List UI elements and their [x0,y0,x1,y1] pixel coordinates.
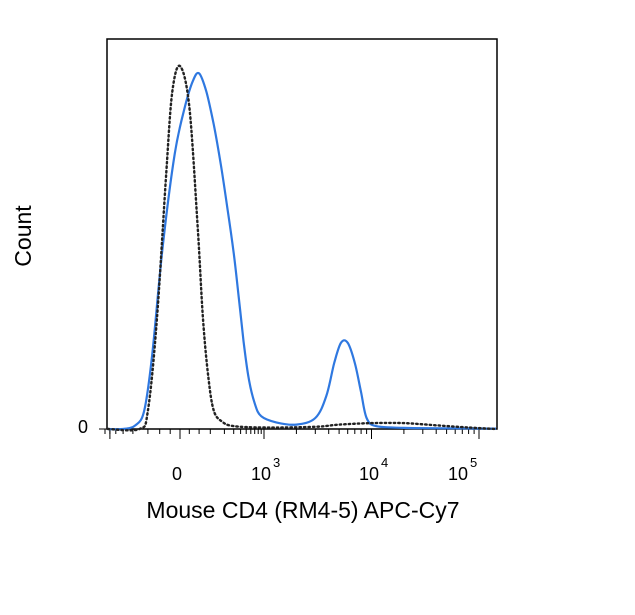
x-tick-label-1e4: 10 [359,464,379,484]
plot-frame [106,38,498,430]
y-axis-title: Count [10,205,36,267]
x-axis-ticks [99,428,480,439]
x-tick-label-0: 0 [172,464,182,484]
series-line-stained-solid [107,71,497,431]
series-line-control-dotted [106,64,498,432]
x-tick-label-1e3: 10 [251,464,271,484]
x-axis-title: Mouse CD4 (RM4-5) APC-Cy7 [146,497,459,523]
x-tick-label-1e3-exponent: 3 [273,455,280,470]
x-tick-label-1e5-exponent: 5 [470,455,477,470]
x-tick-label-1e4-exponent: 4 [381,455,388,470]
y-tick-label-0: 0 [78,417,88,437]
x-tick-label-1e5: 10 [448,464,468,484]
series-group [106,64,498,432]
